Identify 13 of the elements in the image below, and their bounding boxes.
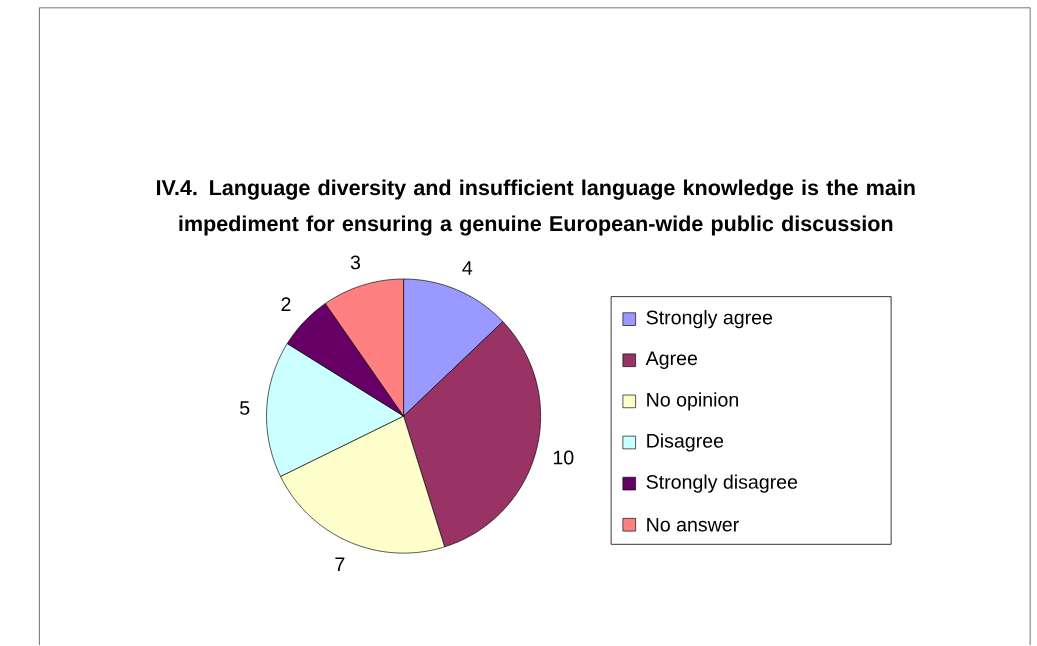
data-label: 4	[462, 261, 473, 275]
data-label: 5	[240, 401, 250, 416]
legend-label: No answer	[647, 518, 739, 532]
legend-label: Strongly disagree	[646, 474, 798, 493]
data-label: 2	[281, 297, 291, 312]
legend-label: Strongly agree	[646, 310, 773, 329]
data-label: 3	[350, 255, 361, 270]
legend-label: Agree	[645, 351, 698, 370]
legend-label: No opinion	[647, 392, 738, 411]
legend-label: Disagree	[647, 433, 724, 452]
data-label: 10	[553, 450, 574, 465]
data-label: 7	[335, 557, 345, 572]
chart-title: IV.4. Language diversity and insufficient language knowledge is the main impediment for ensuring a genuine European-wide public discussion	[157, 179, 915, 236]
